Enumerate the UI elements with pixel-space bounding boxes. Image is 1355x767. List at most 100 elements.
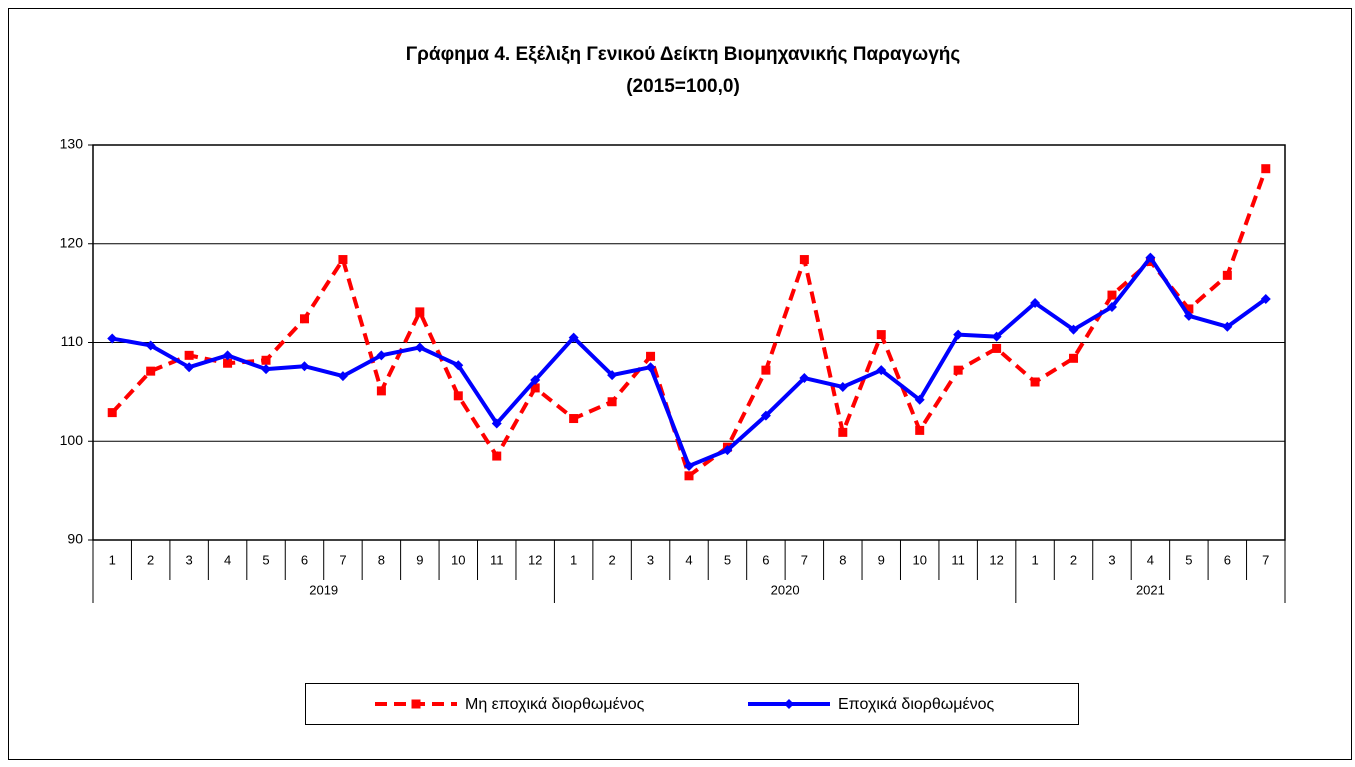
data-point [338,255,348,265]
group-label: 2019 [309,582,338,597]
data-point [1183,310,1194,321]
group-label: 2020 [771,582,800,597]
data-point [953,365,963,375]
x-tick-label: 12 [528,552,542,567]
x-tick-label: 6 [301,552,308,567]
data-point [414,342,425,353]
data-point [1106,301,1117,312]
data-point [799,373,810,384]
data-point [992,343,1002,353]
x-tick-label: 11 [490,552,504,567]
x-tick-label: 10 [451,552,465,567]
data-point [684,460,694,471]
x-tick-label: 4 [224,552,231,567]
data-point [376,350,387,361]
legend-label: Μη εποχικά διορθωμένος [465,696,645,713]
data-point [1107,290,1117,300]
data-point [876,330,886,340]
x-tick-label: 9 [878,552,885,567]
data-point [1069,353,1079,363]
x-tick-label: 4 [1147,552,1154,567]
data-point [568,332,579,343]
y-tick-label: 130 [60,136,84,152]
data-point [915,425,925,435]
data-point [261,355,271,365]
data-point [184,350,194,360]
legend-marker [411,699,421,709]
data-point [492,451,502,461]
x-tick-label: 1 [570,552,577,567]
chart-subtitle: (2015=100,0) [626,76,740,97]
x-tick-label: 5 [262,552,269,567]
data-point [491,418,502,429]
data-point [376,386,386,396]
x-tick-label: 5 [724,552,731,567]
data-point [646,351,656,361]
x-tick-label: 5 [1185,552,1192,567]
y-tick-label: 90 [67,531,83,547]
data-point [1222,321,1233,332]
x-tick-label: 10 [912,552,926,567]
data-point [107,333,118,344]
legend-marker [784,699,794,709]
x-tick-label: 9 [416,552,423,567]
x-tick-label: 7 [1262,552,1269,567]
x-tick-label: 3 [1108,552,1115,567]
x-tick-label: 4 [685,552,692,567]
x-tick-label: 1 [109,552,116,567]
y-tick-label: 100 [60,432,84,448]
data-point [1222,270,1232,280]
data-point [607,397,617,407]
data-point [838,427,848,437]
x-tick-label: 1 [1031,552,1038,567]
chart-frame [8,8,1352,760]
data-point [1030,298,1041,308]
data-point [146,366,156,376]
data-point [415,307,425,317]
data-point [876,365,887,376]
data-point [530,383,540,393]
data-point [645,362,656,373]
data-point [914,394,925,405]
data-point [991,331,1002,342]
group-label: 2021 [1136,582,1165,597]
data-point [1184,304,1194,314]
x-tick-label: 8 [378,552,385,567]
x-tick-label: 7 [801,552,808,567]
x-tick-label: 6 [762,552,769,567]
data-point [222,350,233,361]
data-point [299,361,310,372]
data-point [761,365,771,375]
data-point [1145,252,1156,263]
x-tick-label: 7 [339,552,346,567]
data-point [760,410,771,421]
x-tick-label: 12 [989,552,1003,567]
plot-frame [92,144,1286,541]
x-tick-label: 2 [1070,552,1077,567]
data-point [145,340,156,351]
data-point [722,445,733,456]
data-point [569,414,579,424]
data-point [453,391,463,401]
data-point [107,408,117,418]
data-point [337,371,348,382]
x-tick-label: 3 [647,552,654,567]
x-tick-label: 2 [608,552,615,567]
x-tick-label: 3 [186,552,193,567]
data-point [684,471,694,481]
legend-label: Εποχικά διορθωμένος [838,696,995,713]
data-point [837,381,848,392]
data-point [530,375,541,386]
data-point [1030,377,1040,387]
data-point [299,314,309,324]
x-tick-label: 11 [951,552,965,567]
x-tick-label: 2 [147,552,154,567]
data-point [953,329,964,340]
data-point [1068,324,1079,335]
x-tick-label: 6 [1224,552,1231,567]
y-tick-label: 110 [61,333,84,349]
data-point [799,255,809,265]
chart-title: Γράφημα 4. Εξέλιξη Γενικού Δείκτη Βιομηχ… [406,44,961,65]
data-point [223,358,233,368]
